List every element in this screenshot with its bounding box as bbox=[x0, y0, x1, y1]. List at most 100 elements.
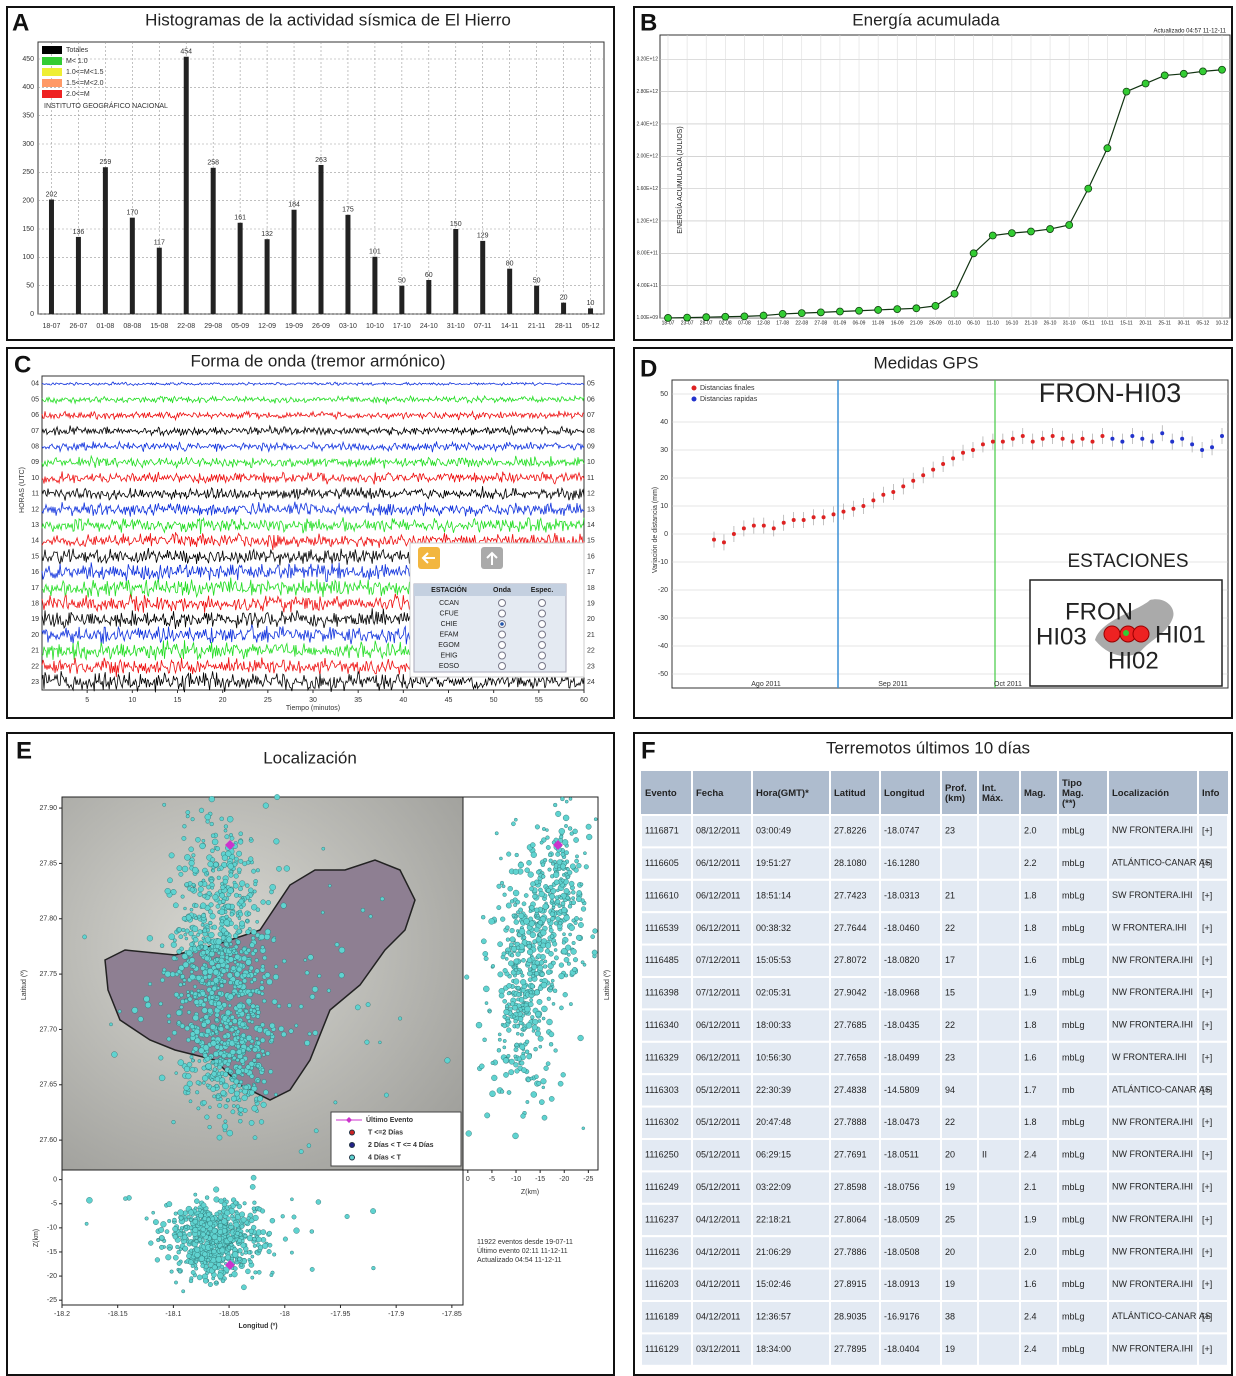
radio-button[interactable] bbox=[498, 641, 506, 649]
epicenter bbox=[552, 941, 558, 947]
epicenter bbox=[260, 1049, 265, 1054]
info-link[interactable]: [+] bbox=[1202, 1085, 1212, 1095]
info-link[interactable]: [+] bbox=[1202, 1182, 1212, 1192]
table-cell: 1116237 bbox=[645, 1214, 679, 1224]
epicenter bbox=[573, 867, 579, 873]
table-cell: 21:06:29 bbox=[756, 1247, 791, 1257]
gps-point bbox=[1050, 434, 1055, 438]
radio-button[interactable] bbox=[498, 662, 506, 670]
bar-value-label: 60 bbox=[425, 272, 433, 279]
epicenter bbox=[269, 1273, 274, 1278]
radio-button[interactable] bbox=[538, 641, 546, 649]
epicenter bbox=[174, 1280, 178, 1285]
radio-button[interactable] bbox=[498, 651, 506, 660]
epicenter bbox=[205, 871, 210, 875]
epicenter bbox=[260, 1067, 265, 1072]
epicenter bbox=[552, 988, 558, 993]
epicenter bbox=[536, 999, 543, 1005]
epicenter bbox=[265, 900, 271, 906]
epicenter bbox=[190, 817, 195, 822]
gps-point bbox=[1180, 436, 1185, 441]
epicenter bbox=[506, 991, 511, 996]
info-link[interactable]: [+] bbox=[1202, 988, 1212, 998]
epicenter bbox=[173, 1211, 178, 1216]
info-link[interactable]: [+] bbox=[1202, 955, 1212, 965]
legend-swatch bbox=[349, 1129, 355, 1136]
legend-label: Último Evento bbox=[366, 1115, 413, 1124]
gps-point bbox=[721, 540, 726, 545]
epicenter bbox=[207, 1007, 213, 1014]
table-cell: 1116398 bbox=[645, 988, 679, 998]
info-link[interactable]: [+] bbox=[1202, 1312, 1212, 1322]
epicenter bbox=[509, 936, 516, 943]
epicenter bbox=[193, 999, 200, 1006]
info-link[interactable]: [+] bbox=[1202, 1117, 1212, 1127]
table-cell: 06/12/2011 bbox=[696, 1020, 740, 1030]
info-link[interactable]: [+] bbox=[1202, 1020, 1212, 1030]
waveform-trace bbox=[41, 471, 585, 485]
epicenter bbox=[283, 865, 290, 872]
epicenter bbox=[184, 1025, 191, 1032]
table-row-bg bbox=[640, 1073, 1229, 1108]
epicenter bbox=[196, 1106, 201, 1111]
epicenter bbox=[211, 1241, 215, 1245]
bar bbox=[318, 164, 324, 314]
info-link[interactable]: [+] bbox=[1202, 1052, 1212, 1062]
radio-button[interactable] bbox=[498, 599, 506, 607]
epicenter bbox=[255, 1007, 260, 1012]
epicenter bbox=[530, 974, 535, 979]
info-link[interactable]: [+] bbox=[1202, 1247, 1212, 1257]
epicenter bbox=[250, 1254, 255, 1259]
table-cell: 27.9042 bbox=[834, 988, 867, 998]
info-link[interactable]: [+] bbox=[1202, 890, 1212, 900]
table-cell: 23 bbox=[945, 826, 955, 836]
bar bbox=[75, 236, 81, 314]
radio-button[interactable] bbox=[498, 609, 506, 618]
bar bbox=[237, 222, 243, 314]
hour-label: 09 bbox=[31, 459, 39, 466]
stats-note: Último evento 02:11 11-12-11 bbox=[477, 1246, 568, 1255]
info-link[interactable]: [+] bbox=[1202, 1150, 1212, 1160]
info-link[interactable]: [+] bbox=[1202, 826, 1212, 836]
epicenter bbox=[534, 1030, 541, 1037]
radio-button[interactable] bbox=[538, 620, 546, 628]
radio-button[interactable] bbox=[538, 662, 546, 670]
info-link[interactable]: [+] bbox=[1202, 923, 1212, 933]
epicenter bbox=[225, 1018, 231, 1023]
info-link[interactable]: [+] bbox=[1202, 1214, 1212, 1224]
epicenter bbox=[544, 942, 552, 949]
info-link[interactable]: [+] bbox=[1202, 1344, 1212, 1354]
radio-button[interactable] bbox=[538, 609, 546, 618]
epicenter bbox=[159, 1235, 165, 1241]
radio-button[interactable] bbox=[538, 630, 546, 639]
table-cell: 1.6 bbox=[1024, 1052, 1037, 1062]
radio-button[interactable] bbox=[538, 651, 546, 660]
x-tick-label: 26-07 bbox=[69, 323, 87, 330]
gps-point bbox=[1160, 431, 1165, 436]
epicenter bbox=[520, 1113, 526, 1119]
y-tick-label: -40 bbox=[658, 643, 668, 650]
info-link[interactable]: [+] bbox=[1202, 858, 1212, 868]
epicenter bbox=[260, 1208, 266, 1214]
table-cell: 27.7644 bbox=[834, 923, 867, 933]
table-cell: -18.0747 bbox=[884, 826, 920, 836]
epicenter bbox=[215, 1256, 222, 1263]
epicenter bbox=[179, 1023, 185, 1029]
table-cell: 05/12/2011 bbox=[696, 1150, 740, 1160]
epicenter bbox=[123, 1196, 128, 1201]
radio-button[interactable] bbox=[538, 599, 546, 607]
epicenter bbox=[190, 991, 194, 995]
epicenter bbox=[551, 1002, 556, 1006]
radio-button[interactable] bbox=[498, 630, 506, 639]
epicenter bbox=[523, 893, 529, 898]
epicenter bbox=[541, 1085, 545, 1090]
epicenter bbox=[568, 880, 575, 887]
x-tick-label: 31-10 bbox=[447, 323, 465, 330]
bar bbox=[183, 56, 189, 314]
epicenter bbox=[214, 1012, 220, 1018]
info-link[interactable]: [+] bbox=[1202, 1279, 1212, 1289]
lon-tick-label: -17.95 bbox=[331, 1311, 351, 1318]
epicenter bbox=[547, 852, 553, 857]
epicenter bbox=[172, 938, 177, 943]
bar-value-label: 175 bbox=[342, 207, 354, 214]
